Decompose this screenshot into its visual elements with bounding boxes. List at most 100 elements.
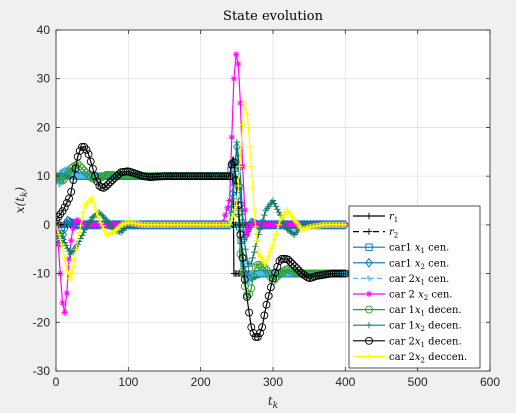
y-tick-label-2: -10: [33, 267, 51, 281]
marker-6-94: [256, 260, 264, 269]
marker-8-57: [175, 172, 184, 181]
marker-7-137: [250, 248, 258, 256]
marker-8-52: [164, 172, 173, 181]
y-axis-label: x(tk): [13, 186, 30, 213]
marker-5-10: [74, 216, 81, 224]
marker-8-61: [184, 172, 193, 181]
marker-8-51: [162, 172, 171, 181]
marker-8-83: [232, 176, 241, 184]
legend-marker-6: [365, 305, 373, 314]
marker-7-150: [269, 197, 277, 204]
legend-marker-4: [365, 275, 373, 282]
marker-8-79: [223, 172, 232, 181]
x-axis-label: tk: [268, 394, 278, 411]
legend-entry-1: r2: [353, 227, 398, 240]
marker-9-147: [265, 252, 272, 260]
marker-5-6: [65, 255, 73, 263]
marker-9-123: [230, 209, 238, 217]
marker-7-46: [119, 227, 126, 234]
marker-5-7: [67, 237, 75, 244]
marker-7-45: [117, 228, 125, 236]
legend-label-var-1: r: [389, 227, 395, 238]
legend-label-var-2: x: [415, 243, 421, 254]
marker-9-45: [117, 221, 125, 229]
marker-9-24: [87, 196, 94, 203]
marker-6-93: [253, 260, 262, 269]
marker-8-16: [86, 157, 95, 166]
legend-label-0: r1: [389, 212, 398, 225]
marker-8-26: [108, 176, 117, 184]
marker-7-8: [64, 245, 71, 252]
marker-6-3: [58, 176, 67, 185]
legend-entry-0: r1: [353, 212, 398, 225]
marker-9-16: [75, 229, 83, 236]
legend-label-sub-9: 2: [421, 356, 425, 364]
marker-9-37: [106, 230, 113, 237]
legend-label-post-7: decen.: [425, 321, 462, 332]
legend-label-sub-0: 1: [394, 216, 398, 224]
marker-8-107: [284, 255, 293, 264]
marker-5-88: [243, 231, 251, 238]
marker-8-12: [78, 142, 86, 151]
legend-label-pre-6: car 1: [389, 305, 415, 316]
marker-8-95: [258, 323, 267, 332]
marker-8-88: [243, 293, 251, 301]
x-tick-label-5: 500: [408, 375, 428, 389]
marker-9-30: [96, 216, 103, 224]
marker-6-91: [249, 272, 258, 281]
legend-label-7: car 1x2 decen.: [389, 321, 462, 334]
marker-5-80: [226, 197, 233, 204]
marker-7-164: [290, 230, 297, 237]
marker-7-158: [281, 220, 288, 228]
y-axis-label-base: x(t: [13, 197, 27, 213]
marker-9-22: [84, 199, 92, 206]
legend-label-var-0: r: [389, 212, 395, 223]
marker-6-14: [82, 168, 91, 177]
legend-label-6: car 1x1 decen.: [389, 305, 462, 318]
legend-label-sub-1: 2: [394, 232, 398, 240]
marker-7-33: [100, 213, 107, 221]
marker-9-151: [271, 236, 278, 243]
marker-9-10: [67, 275, 74, 282]
marker-8-24: [104, 180, 113, 189]
marker-8-131: [336, 269, 345, 278]
legend-entry-3: car1 x2 cen.: [353, 257, 449, 271]
marker-9-12: [70, 263, 77, 270]
marker-7-153: [274, 206, 281, 213]
marker-8-19: [93, 177, 102, 186]
marker-8-112: [295, 266, 303, 275]
marker-6-13: [80, 166, 89, 175]
legend-label-post-9: deccen.: [425, 352, 467, 363]
marker-9-48: [122, 220, 129, 227]
marker-9-15: [74, 236, 81, 243]
marker-9-26: [90, 199, 97, 207]
marker-7-135: [248, 260, 255, 268]
marker-8-10: [73, 152, 82, 161]
legend-label-5: car 2 x2 cen.: [389, 290, 453, 303]
marker-9-149: [268, 245, 275, 252]
marker-9-127: [236, 163, 243, 170]
legend-label-post-4: cen.: [425, 274, 449, 285]
marker-9-154: [275, 221, 282, 229]
marker-5-1: [56, 241, 62, 248]
marker-7-34: [101, 215, 109, 222]
marker-7-151: [271, 200, 278, 207]
legend-label-sub-4: 1: [421, 278, 425, 286]
marker-7-159: [282, 223, 290, 231]
marker-5-91: [250, 220, 257, 227]
marker-7-132: [243, 255, 251, 263]
marker-9-1: [56, 226, 61, 233]
marker-8-23: [101, 182, 110, 191]
marker-9-137: [250, 206, 258, 213]
legend-label-sub-2: 1: [421, 247, 425, 255]
marker-5-78: [222, 211, 229, 219]
marker-8-25: [106, 178, 115, 187]
legend-marker-0: [365, 212, 373, 220]
x-axis-label-base: t: [268, 394, 273, 408]
marker-5-11: [76, 218, 84, 225]
legend-entry-9: car 2x2 deccen.: [353, 352, 467, 364]
marker-9-146: [264, 256, 271, 264]
marker-7-142: [258, 221, 265, 229]
marker-9-28: [93, 208, 100, 216]
